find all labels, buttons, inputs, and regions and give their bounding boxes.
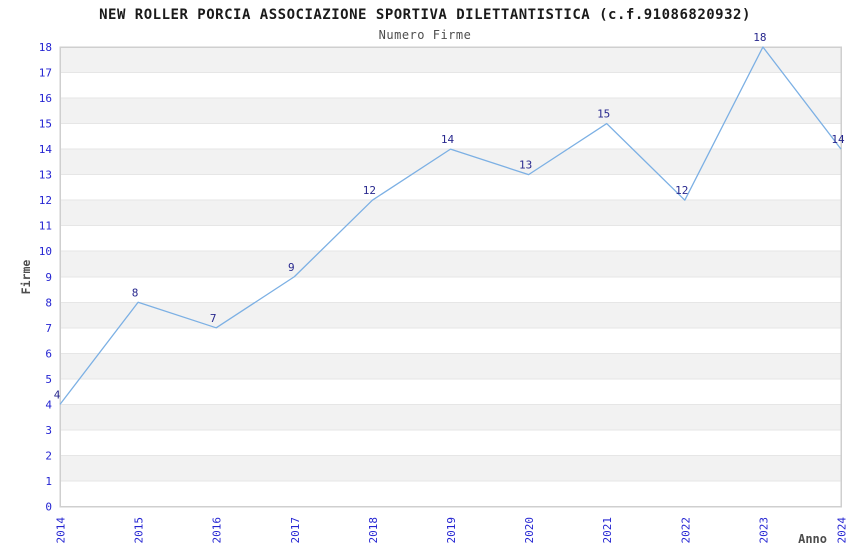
y-tick-label: 10: [39, 245, 52, 258]
plot-stripe: [60, 404, 841, 430]
x-tick-label: 2024: [836, 517, 849, 544]
y-tick-label: 11: [39, 220, 52, 233]
data-point-label: 4: [54, 388, 61, 401]
x-axis-title: Anno: [798, 532, 827, 546]
x-tick-label: 2015: [133, 517, 146, 544]
x-tick-label: 2018: [367, 517, 380, 544]
plot-stripe: [60, 98, 841, 124]
y-tick-label: 12: [39, 194, 52, 207]
plot-stripe: [60, 353, 841, 379]
data-point-label: 9: [288, 261, 295, 274]
data-point-label: 8: [132, 286, 139, 299]
y-tick-label: 16: [39, 92, 52, 105]
y-tick-label: 8: [45, 296, 52, 309]
data-point-label: 14: [441, 133, 455, 146]
x-tick-label: 2022: [679, 517, 692, 544]
y-tick-label: 14: [39, 143, 53, 156]
plot-stripe: [60, 302, 841, 328]
plot-stripe: [60, 455, 841, 481]
data-point-label: 12: [363, 184, 376, 197]
y-tick-label: 17: [39, 67, 52, 80]
y-tick-label: 7: [45, 322, 52, 335]
x-tick-label: 2023: [757, 517, 770, 544]
y-tick-label: 0: [45, 501, 52, 514]
plot-border: [59, 46, 842, 508]
y-tick-label: 2: [45, 449, 52, 462]
x-tick-label: 2019: [445, 517, 458, 544]
plot-stripe: [60, 149, 841, 175]
x-tick-label: 2020: [523, 517, 536, 544]
data-point-label: 12: [675, 184, 688, 197]
y-tick-label: 13: [39, 169, 52, 182]
data-point-label: 7: [210, 312, 217, 325]
data-point-label: 14: [831, 133, 845, 146]
y-tick-label: 3: [45, 424, 52, 437]
chart-title: NEW ROLLER PORCIA ASSOCIAZIONE SPORTIVA …: [99, 7, 751, 23]
y-tick-label: 15: [39, 118, 52, 131]
data-point-label: 13: [519, 159, 532, 172]
x-tick-label: 2014: [55, 517, 68, 544]
y-tick-label: 18: [39, 41, 52, 54]
y-tick-label: 6: [45, 347, 52, 360]
plot-stripe: [60, 47, 841, 73]
plot-stripe: [60, 200, 841, 226]
x-tick-label: 2021: [601, 517, 614, 544]
plot-stripe: [60, 251, 841, 277]
x-tick-label: 2017: [289, 517, 302, 544]
y-tick-label: 1: [45, 475, 52, 488]
y-tick-label: 5: [45, 373, 52, 386]
y-axis-title: Firme: [19, 260, 33, 295]
chart-subtitle: Numero Firme: [378, 28, 472, 42]
y-tick-label: 9: [45, 271, 52, 284]
y-tick-label: 4: [45, 398, 52, 411]
data-line: [59, 46, 842, 405]
data-point-label: 15: [597, 108, 610, 121]
x-tick-label: 2016: [211, 517, 224, 544]
data-point-label: 18: [753, 31, 766, 44]
